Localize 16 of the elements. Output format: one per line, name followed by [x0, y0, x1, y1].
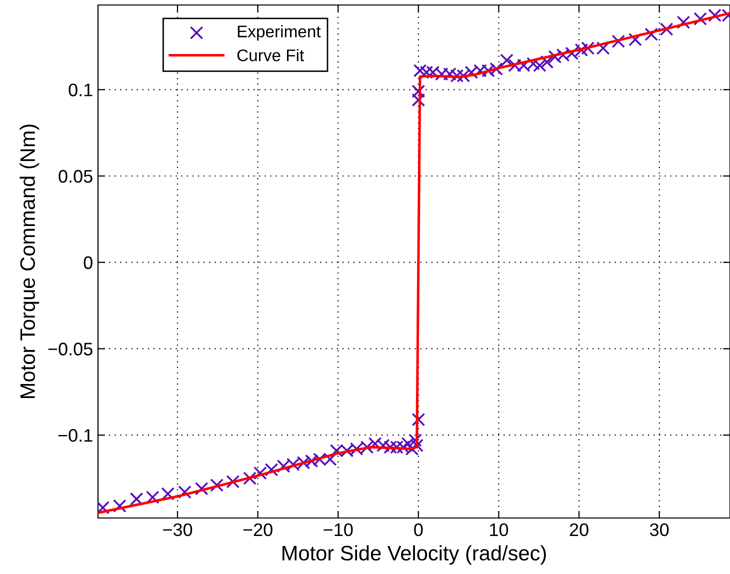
y-tick-label: 0.05	[58, 170, 92, 183]
x-tick-label: 30	[650, 523, 669, 536]
x-tick-label: 0	[414, 523, 423, 536]
x-tick-label: −20	[243, 523, 272, 536]
x-tick-label: 10	[490, 523, 508, 536]
x-axis-title: Motor Side Velocity (rad/sec)	[282, 545, 546, 565]
x-tick-label: 20	[570, 523, 588, 536]
legend-label: Experiment	[238, 25, 321, 41]
y-tick-label: 0	[84, 256, 92, 270]
y-tick-label: 0.1	[68, 84, 92, 96]
x-tick-label: −30	[163, 523, 192, 536]
legend-label: Curve Fit	[237, 49, 304, 62]
y-tick-label: −0.1	[58, 429, 92, 442]
y-tick-label: −0.05	[48, 342, 92, 356]
y-axis-title: Motor Torque Command (Nm)	[20, 124, 40, 398]
x-tick-label: −10	[324, 523, 353, 536]
